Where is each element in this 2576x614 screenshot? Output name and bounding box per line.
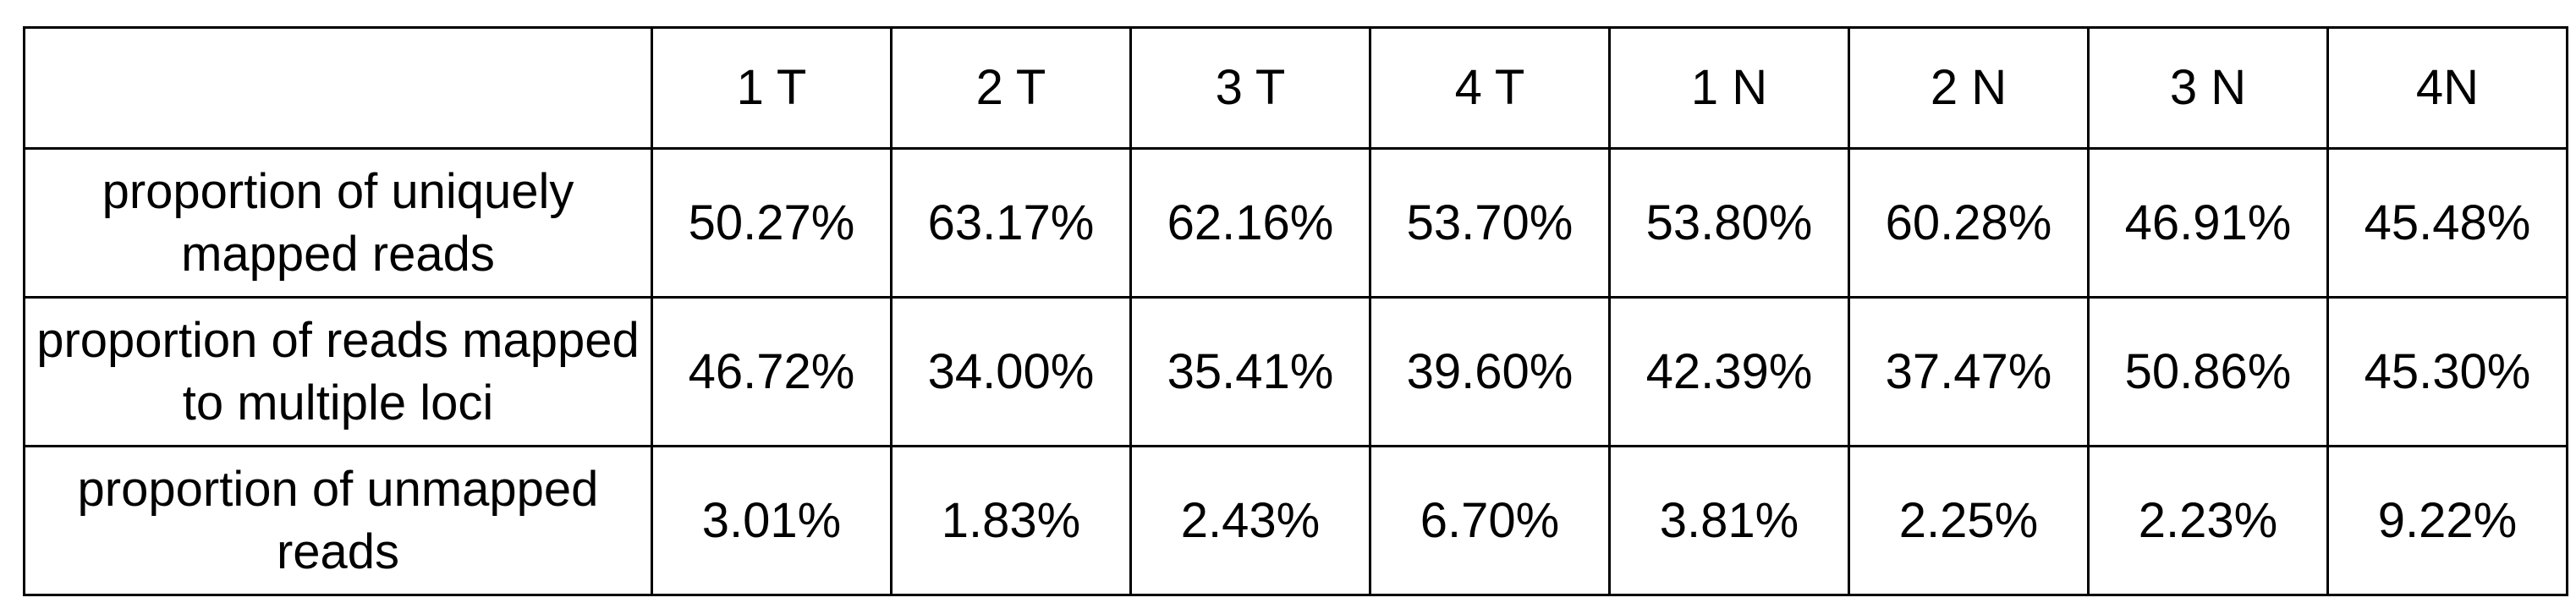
table-cell: 46.72%: [651, 296, 893, 447]
header-cell-4n: 4N: [2326, 26, 2568, 150]
table-cell: 53.80%: [1608, 147, 1850, 299]
table-cell: 46.91%: [2087, 147, 2329, 299]
mapping-proportion-table: 1 T 2 T 3 T 4 T 1 N 2 N 3 N 4N proportio…: [23, 26, 2568, 596]
header-cell-empty: [23, 26, 653, 150]
header-cell-1n: 1 N: [1608, 26, 1850, 150]
table-header-row: 1 T 2 T 3 T 4 T 1 N 2 N 3 N 4N: [23, 26, 2568, 150]
table-cell: 42.39%: [1608, 296, 1850, 447]
row-label: proportion of reads mapped to multiple l…: [23, 296, 653, 447]
table-cell: 53.70%: [1369, 147, 1611, 299]
table-cell: 3.01%: [651, 445, 893, 596]
table-cell: 34.00%: [890, 296, 1132, 447]
header-cell-1t: 1 T: [651, 26, 893, 150]
table-cell: 62.16%: [1129, 147, 1371, 299]
table-cell: 45.48%: [2326, 147, 2568, 299]
table-cell: 2.25%: [1848, 445, 2090, 596]
table-cell: 1.83%: [890, 445, 1132, 596]
table-cell: 45.30%: [2326, 296, 2568, 447]
table-row: proportion of unmapped reads 3.01% 1.83%…: [23, 445, 2568, 596]
table-cell: 37.47%: [1848, 296, 2090, 447]
table-cell: 39.60%: [1369, 296, 1611, 447]
header-cell-2n: 2 N: [1848, 26, 2090, 150]
header-cell-4t: 4 T: [1369, 26, 1611, 150]
table-cell: 9.22%: [2326, 445, 2568, 596]
table-cell: 50.27%: [651, 147, 893, 299]
table-cell: 2.43%: [1129, 445, 1371, 596]
table-cell: 50.86%: [2087, 296, 2329, 447]
table-cell: 60.28%: [1848, 147, 2090, 299]
row-label: proportion of uniquely mapped reads: [23, 147, 653, 299]
table-row: proportion of reads mapped to multiple l…: [23, 296, 2568, 447]
table-cell: 3.81%: [1608, 445, 1850, 596]
header-cell-2t: 2 T: [890, 26, 1132, 150]
table-row: proportion of uniquely mapped reads 50.2…: [23, 147, 2568, 299]
header-cell-3n: 3 N: [2087, 26, 2329, 150]
table-cell: 2.23%: [2087, 445, 2329, 596]
row-label: proportion of unmapped reads: [23, 445, 653, 596]
table-cell: 6.70%: [1369, 445, 1611, 596]
table-cell: 63.17%: [890, 147, 1132, 299]
header-cell-3t: 3 T: [1129, 26, 1371, 150]
table-cell: 35.41%: [1129, 296, 1371, 447]
